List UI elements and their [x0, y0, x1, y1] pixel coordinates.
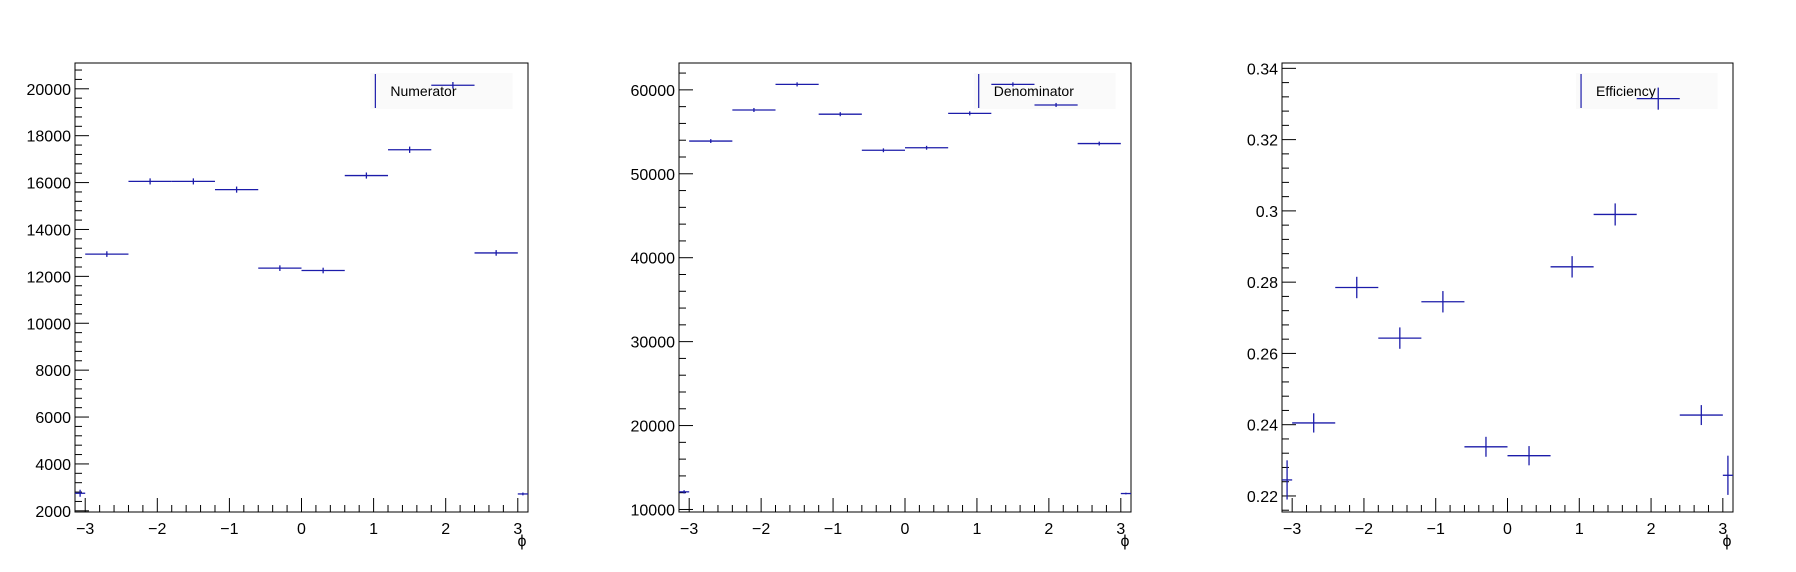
data-point: [301, 267, 345, 274]
data-point: [388, 146, 432, 153]
data-point: [1378, 327, 1422, 349]
data-point: [818, 112, 862, 117]
y-tick-label: 16000: [27, 176, 72, 193]
y-tick-label: 6000: [35, 410, 71, 427]
data-point: [775, 82, 819, 87]
x-tick-label: 2: [1044, 521, 1053, 538]
data-point: [1034, 102, 1078, 107]
data-point: [171, 178, 215, 185]
x-tick-label: 1: [369, 521, 378, 538]
data-point: [214, 186, 259, 193]
x-tick-label: −2: [148, 521, 166, 538]
data-point: [1679, 405, 1723, 426]
y-tick-label: 0.26: [1247, 346, 1278, 363]
y-tick-label: 60000: [631, 83, 676, 100]
x-tick-label: −3: [680, 521, 698, 538]
data-point: [517, 492, 528, 496]
data-point: [1636, 87, 1680, 110]
y-tick-label: 8000: [35, 363, 71, 380]
data-point: [258, 265, 302, 271]
x-tick-label: 0: [901, 521, 910, 538]
data-point: [991, 82, 1035, 87]
data-point: [474, 250, 518, 256]
y-tick-label: 20000: [631, 419, 676, 436]
x-tick-label: 3: [1718, 521, 1727, 538]
data-point: [85, 251, 129, 257]
x-axis-label: ϕ: [1723, 533, 1732, 550]
y-tick-label: 18000: [27, 129, 72, 146]
x-tick-label: 0: [1503, 521, 1512, 538]
data-point: [679, 490, 690, 494]
y-tick-label: 12000: [27, 269, 72, 286]
x-tick-label: −2: [752, 521, 770, 538]
x-tick-label: 3: [1116, 521, 1125, 538]
data-point: [1507, 446, 1551, 466]
y-tick-label: 30000: [631, 335, 676, 352]
data-point: [344, 172, 389, 179]
data-point: [905, 145, 949, 150]
y-tick-label: 0.32: [1247, 133, 1278, 150]
data-point: [1282, 460, 1293, 500]
y-tick-label: 0.28: [1247, 275, 1278, 292]
data-point: [128, 178, 172, 185]
data-point: [1077, 141, 1121, 146]
y-tick-label: 10000: [631, 502, 676, 519]
x-tick-label: 1: [972, 521, 981, 538]
data-point: [1120, 492, 1131, 495]
y-tick-label: 0.22: [1247, 489, 1278, 506]
legend-label: Efficiency: [1596, 83, 1656, 99]
data-point: [1335, 276, 1379, 299]
y-tick-label: 0.3: [1256, 204, 1278, 221]
y-tick-label: 2000: [35, 504, 71, 521]
x-tick-label: 2: [1647, 521, 1656, 538]
data-point: [1292, 413, 1336, 433]
x-axis-label: ϕ: [518, 533, 527, 550]
data-point: [861, 148, 905, 153]
y-tick-label: 20000: [27, 82, 72, 99]
chart-panel-3: −3 −2 −1 0 1 2 3ϕ 0.22 0.24 0.26 0.28 0.3 0.32 0.34 Ef…: [1247, 61, 1734, 550]
legend-label: Numerator: [390, 83, 456, 99]
legend-label: Denominator: [994, 83, 1074, 99]
data-point: [948, 111, 992, 116]
data-point: [732, 107, 776, 113]
data-point: [431, 81, 475, 89]
x-tick-label: −1: [1427, 521, 1445, 538]
data-point: [1722, 455, 1733, 495]
legend-box: [973, 73, 1116, 109]
data-point: [75, 489, 86, 497]
data-point: [1421, 291, 1465, 313]
data-point: [1464, 436, 1508, 457]
y-tick-label: 14000: [27, 222, 72, 239]
y-tick-label: 0.34: [1247, 61, 1278, 78]
x-axis-label: ϕ: [1121, 533, 1130, 550]
legend-box: [370, 73, 513, 109]
legend-box: [1576, 73, 1718, 109]
chart-panel-1: −3 −2 −1 0 1 2 3ϕ 2000 4000 6000 8000 10000 12000 140…: [27, 62, 529, 550]
x-tick-label: −2: [1355, 521, 1373, 538]
y-tick-label: 40000: [631, 251, 676, 268]
data-point: [1593, 203, 1637, 226]
data-point: [689, 139, 733, 143]
y-tick-label: 50000: [631, 167, 676, 184]
x-tick-label: 1: [1575, 521, 1584, 538]
x-tick-label: −1: [824, 521, 842, 538]
y-tick-label: 4000: [35, 457, 71, 474]
x-tick-label: −3: [1283, 521, 1301, 538]
x-tick-label: −3: [76, 521, 94, 538]
x-tick-label: 2: [441, 521, 450, 538]
x-tick-label: −1: [220, 521, 238, 538]
y-tick-label: 10000: [27, 316, 72, 333]
x-tick-label: 0: [297, 521, 306, 538]
chart-panel-2: −3 −2 −1 0 1 2 3ϕ 10000 20000 30000 40000 50000 6000…: [631, 62, 1132, 550]
data-point: [1550, 256, 1594, 278]
x-tick-label: 3: [513, 521, 522, 538]
y-tick-label: 0.24: [1247, 418, 1278, 435]
